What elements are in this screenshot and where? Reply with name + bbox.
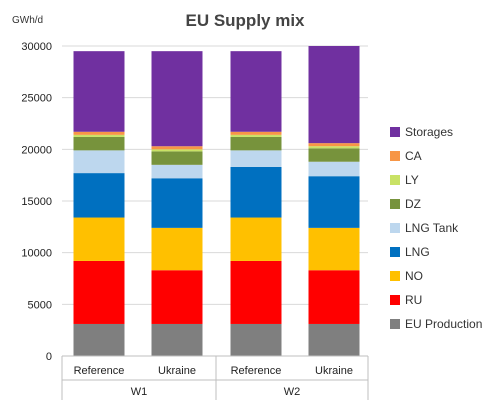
legend-label: LNG: [405, 245, 430, 259]
y-tick-label: 10000: [21, 248, 52, 260]
bar-segment: [73, 136, 125, 151]
legend-item: LNG Tank: [390, 221, 459, 235]
y-tick-label: 20000: [21, 144, 52, 156]
legend-item: LNG: [390, 245, 430, 259]
bar-segment: [308, 146, 360, 149]
legend-swatch: [390, 319, 400, 329]
bar-segment: [73, 131, 125, 135]
x-group-label: W2: [284, 386, 301, 398]
legend-label: CA: [405, 149, 422, 163]
y-tick-label: 25000: [21, 93, 52, 105]
legend-label: EU Production: [405, 317, 482, 331]
legend-item: LY: [390, 173, 419, 187]
bar-segment: [73, 260, 125, 324]
y-tick-label: 0: [46, 351, 52, 363]
legend-label: LY: [405, 173, 419, 187]
bar-segment: [151, 164, 203, 179]
bar-segment: [151, 323, 203, 356]
bar-segment: [151, 270, 203, 324]
bar-segment: [151, 178, 203, 228]
bar-segment: [151, 146, 203, 150]
bar-segment: [73, 51, 125, 132]
bar-segment: [73, 173, 125, 218]
bar-segment: [308, 46, 360, 144]
bar-segment: [73, 134, 125, 137]
legend-label: LNG Tank: [405, 221, 459, 235]
bar-segment: [230, 323, 282, 356]
bar-segment: [151, 149, 203, 152]
y-tick-labels: 0 5000 10000 15000 20000 25000 30000: [21, 41, 52, 363]
legend-label: Storages: [405, 125, 453, 139]
bar-segment: [151, 51, 203, 147]
bar-segment: [230, 136, 282, 151]
bar-segment: [73, 150, 125, 174]
bar-segment: [230, 150, 282, 167]
legend-item: NO: [390, 269, 423, 283]
bar-segment: [230, 217, 282, 261]
y-tick-label: 30000: [21, 41, 52, 53]
x-tick-label: Ukraine: [315, 365, 353, 377]
bar-segment: [308, 176, 360, 228]
legend: Storages CA LY DZ LNG Tank LNG NO RU EU Producti…: [390, 125, 482, 331]
bar-segment: [308, 323, 360, 356]
bar-stack: [308, 46, 360, 356]
bar-segment: [308, 148, 360, 162]
bar-segment: [151, 227, 203, 271]
bar-stack: [230, 51, 282, 356]
legend-swatch: [390, 199, 400, 209]
bar-stack: [151, 51, 203, 356]
bar-segment: [230, 51, 282, 132]
bar-segment: [308, 143, 360, 147]
bar-segment: [73, 217, 125, 261]
bar-segment: [230, 260, 282, 324]
legend-item: CA: [390, 149, 422, 163]
bar-segment: [73, 323, 125, 356]
x-group-label: W1: [131, 386, 148, 398]
x-tick-label: Reference: [74, 365, 125, 377]
bar-segment: [230, 134, 282, 137]
bar-segment: [308, 161, 360, 177]
legend-swatch: [390, 271, 400, 281]
x-tick-label: Ukraine: [158, 365, 196, 377]
legend-item: DZ: [390, 197, 421, 211]
legend-swatch: [390, 151, 400, 161]
y-tick-label: 15000: [21, 196, 52, 208]
legend-swatch: [390, 127, 400, 137]
legend-swatch: [390, 247, 400, 257]
legend-item: RU: [390, 293, 422, 307]
chart-title: EU Supply mix: [185, 11, 305, 30]
y-tick-label: 5000: [28, 299, 52, 311]
x-tick-label: Reference: [231, 365, 282, 377]
legend-swatch: [390, 223, 400, 233]
bar-segment: [151, 151, 203, 165]
legend-swatch: [390, 175, 400, 185]
legend-label: DZ: [405, 197, 421, 211]
bars: [73, 46, 360, 356]
legend-label: RU: [405, 293, 422, 307]
bar-segment: [308, 227, 360, 271]
legend-item: EU Production: [390, 317, 482, 331]
x-axis: Reference Ukraine Reference Ukraine W1 W2: [61, 355, 369, 400]
bar-stack: [73, 51, 125, 356]
bar-segment: [308, 270, 360, 324]
bar-segment: [230, 131, 282, 135]
bar-segment: [230, 166, 282, 218]
legend-label: NO: [405, 269, 423, 283]
legend-swatch: [390, 295, 400, 305]
legend-item: Storages: [390, 125, 453, 139]
y-axis-label: GWh/d: [12, 15, 43, 26]
